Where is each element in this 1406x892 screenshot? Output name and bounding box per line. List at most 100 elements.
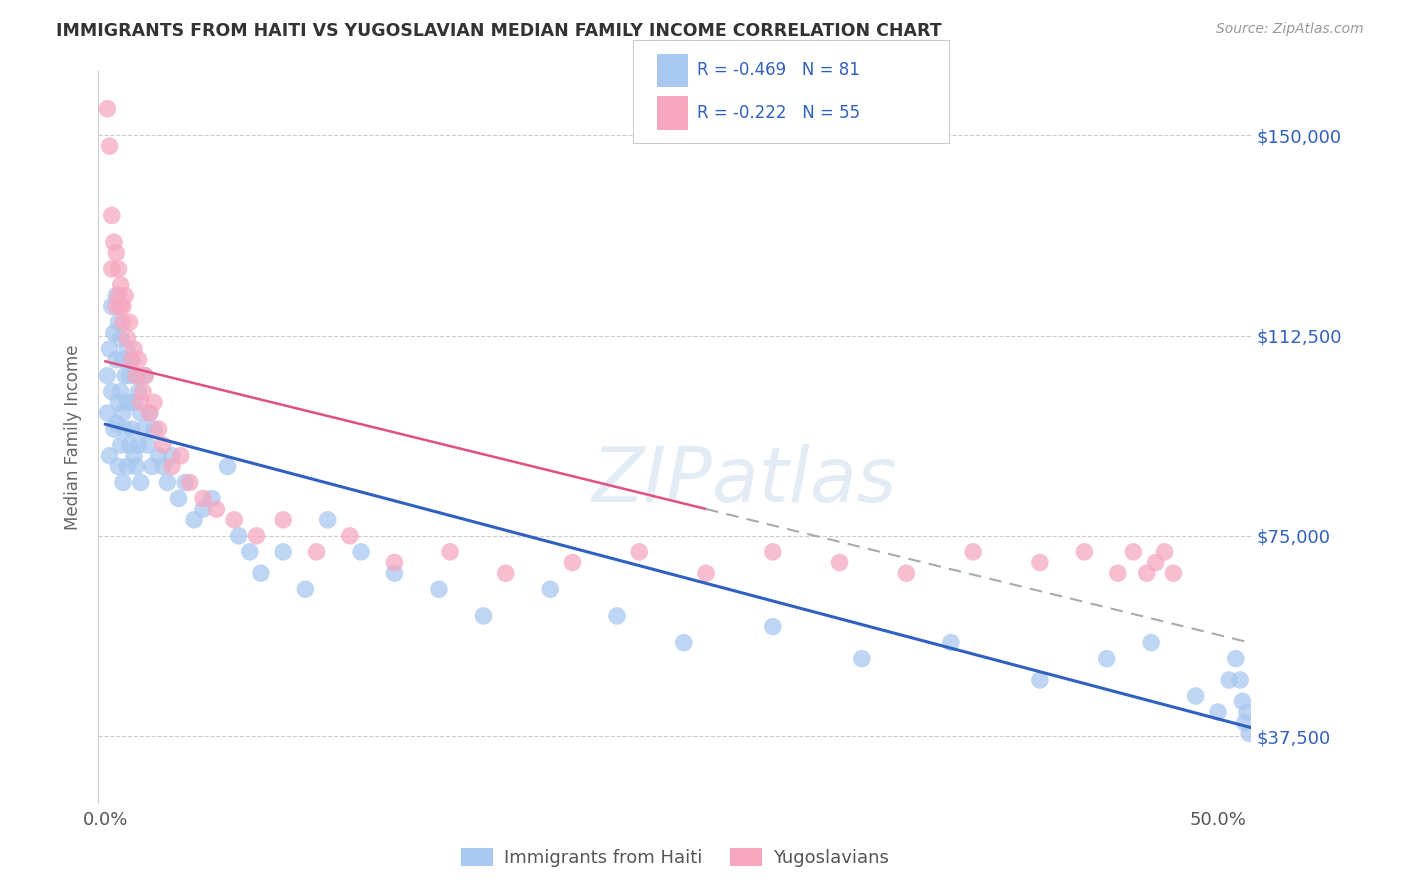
Point: [271, 513, 294, 527]
Point: [138, 406, 160, 420]
Text: IMMIGRANTS FROM HAITI VS YUGOSLAVIAN MEDIAN FAMILY INCOME CORRELATION CHART: IMMIGRANTS FROM HAITI VS YUGOSLAVIAN MED…: [56, 22, 942, 40]
Point: [107, 459, 129, 474]
Point: [305, 545, 328, 559]
Point: [125, 368, 148, 383]
Point: [110, 299, 132, 313]
Point: [110, 331, 132, 345]
Point: [132, 384, 155, 399]
Point: [96, 102, 118, 116]
Point: [851, 651, 873, 665]
Legend: Immigrants from Haiti, Yugoslavians: Immigrants from Haiti, Yugoslavians: [454, 840, 896, 874]
Point: [191, 502, 214, 516]
Point: [127, 384, 149, 399]
Point: [339, 529, 361, 543]
Point: [1122, 545, 1144, 559]
Point: [1218, 673, 1240, 687]
Point: [134, 368, 156, 383]
Point: [1232, 694, 1254, 708]
Point: [132, 422, 155, 436]
Point: [143, 422, 166, 436]
Point: [939, 635, 962, 649]
Point: [384, 566, 406, 581]
Point: [427, 582, 450, 597]
Point: [107, 261, 129, 276]
Point: [96, 368, 118, 383]
Point: [294, 582, 316, 597]
Point: [117, 395, 139, 409]
Point: [606, 609, 628, 624]
Point: [121, 422, 143, 436]
Point: [103, 326, 125, 340]
Point: [316, 513, 339, 527]
Point: [160, 459, 183, 474]
Point: [350, 545, 373, 559]
Point: [1029, 673, 1052, 687]
Point: [160, 449, 183, 463]
Point: [1144, 556, 1167, 570]
Point: [111, 406, 134, 420]
Point: [110, 277, 132, 292]
Point: [98, 139, 121, 153]
Point: [1233, 715, 1256, 730]
Point: [384, 556, 406, 570]
Point: [191, 491, 214, 506]
Point: [100, 209, 122, 223]
Point: [538, 582, 561, 597]
Point: [1140, 635, 1163, 649]
Point: [228, 529, 250, 543]
Text: Source: ZipAtlas.com: Source: ZipAtlas.com: [1216, 22, 1364, 37]
Point: [271, 545, 294, 559]
Point: [117, 342, 139, 356]
Point: [148, 449, 170, 463]
Point: [111, 352, 134, 367]
Point: [125, 368, 148, 383]
Point: [1095, 651, 1118, 665]
Point: [245, 529, 267, 543]
Point: [121, 352, 143, 367]
Point: [152, 459, 174, 474]
Point: [134, 368, 156, 383]
Point: [1153, 545, 1175, 559]
Point: [1184, 689, 1206, 703]
Point: [1136, 566, 1159, 581]
Point: [224, 513, 246, 527]
Point: [152, 438, 174, 452]
Point: [148, 422, 170, 436]
Point: [105, 288, 128, 302]
Point: [98, 449, 121, 463]
Point: [495, 566, 517, 581]
Point: [1206, 705, 1229, 719]
Point: [110, 384, 132, 399]
Point: [129, 395, 152, 409]
Point: [174, 475, 197, 490]
Point: [141, 459, 163, 474]
Point: [217, 459, 239, 474]
Point: [156, 475, 179, 490]
Point: [118, 315, 141, 329]
Point: [105, 352, 128, 367]
Point: [628, 545, 651, 559]
Point: [118, 368, 141, 383]
Point: [122, 395, 145, 409]
Point: [1229, 673, 1251, 687]
Point: [127, 438, 149, 452]
Point: [127, 352, 149, 367]
Point: [100, 299, 122, 313]
Point: [103, 422, 125, 436]
Point: [110, 438, 132, 452]
Point: [1237, 726, 1260, 740]
Point: [114, 422, 136, 436]
Point: [439, 545, 461, 559]
Point: [1107, 566, 1129, 581]
Point: [183, 513, 205, 527]
Point: [103, 235, 125, 250]
Point: [472, 609, 495, 624]
Point: [107, 395, 129, 409]
Text: R = -0.222   N = 55: R = -0.222 N = 55: [697, 104, 860, 122]
Point: [561, 556, 583, 570]
Point: [100, 261, 122, 276]
Point: [1225, 651, 1247, 665]
Point: [962, 545, 984, 559]
Point: [107, 315, 129, 329]
Point: [114, 288, 136, 302]
